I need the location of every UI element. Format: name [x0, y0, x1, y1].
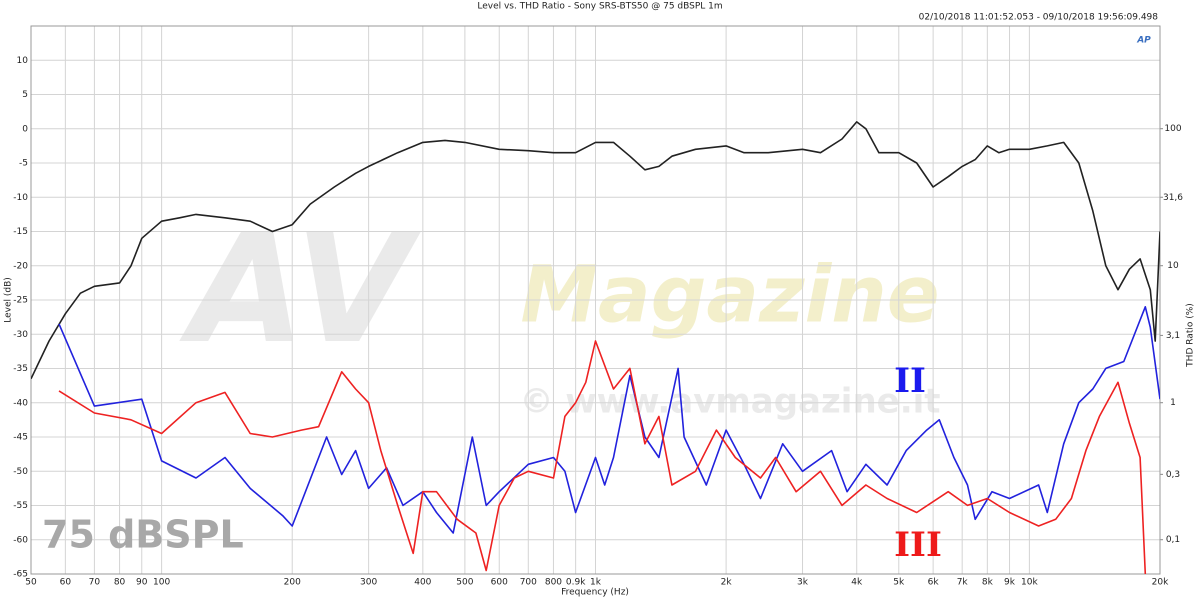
x-axis-label: Frequency (Hz) — [561, 588, 629, 598]
y-axis-label: Level (dB) — [4, 277, 14, 323]
watermark-text: Magazine — [520, 250, 939, 340]
y-tick-label: -5 — [19, 159, 28, 169]
watermark-text: © www.avmagazine.it — [519, 382, 940, 422]
y2-tick-label: 3,1 — [1166, 331, 1180, 341]
watermark-text: AV — [179, 203, 421, 377]
y-tick-label: -10 — [13, 193, 28, 203]
y2-tick-label: 0,3 — [1166, 470, 1180, 480]
y-tick-label: 10 — [17, 56, 29, 66]
x-tick-label: 200 — [284, 578, 301, 588]
plot-area: 50 60 70 80 90 100 200 300 400 500 600 700 800 0.9k 1k… — [13, 25, 1183, 588]
x-tick-label: 50 — [25, 578, 37, 588]
chart-title: Level vs. THD Ratio - Sony SRS-BTS50 @ 7… — [477, 2, 722, 12]
annotation: 75 dBSPL — [42, 513, 244, 557]
x-tick-label: 400 — [414, 578, 431, 588]
y-tick-label: -25 — [13, 296, 28, 306]
timestamp: 02/10/2018 11:01:52.053 - 09/10/2018 19:… — [919, 13, 1159, 23]
x-tick-label: 500 — [456, 578, 473, 588]
x-tick-label: 800 — [545, 578, 562, 588]
annotation: II — [894, 361, 926, 401]
x-tick-label: 1k — [590, 578, 602, 588]
y2-tick-label: 1 — [1170, 398, 1176, 408]
y2-tick-label: 10 — [1167, 261, 1179, 271]
y2-tick-label: 100 — [1164, 124, 1181, 134]
y-tick-label: -45 — [13, 433, 28, 443]
y-tick-label: -55 — [13, 501, 28, 511]
plot-frame — [30, 25, 1161, 575]
x-tick-label: 100 — [153, 578, 170, 588]
x-tick-label: 8k — [982, 578, 994, 588]
x-tick-label: 70 — [89, 578, 101, 588]
x-tick-label: 4k — [851, 578, 863, 588]
x-tick-label: 3k — [797, 578, 809, 588]
x-tick-label: 60 — [60, 578, 72, 588]
y-tick-label: -15 — [13, 227, 28, 237]
x-tick-label: 700 — [520, 578, 537, 588]
x-tick-label: 2k — [721, 578, 733, 588]
y2-tick-label: 0,1 — [1166, 535, 1180, 545]
x-tick-label: 10k — [1021, 578, 1038, 588]
y-tick-label: -65 — [13, 570, 28, 580]
y-tick-label: -40 — [13, 398, 28, 408]
series-line — [31, 121, 1160, 380]
y-tick-label: -20 — [13, 261, 28, 271]
y-tick-label: -35 — [13, 364, 28, 374]
x-tick-label: 0.9k — [566, 578, 586, 588]
y-tick-label: 5 — [22, 90, 28, 100]
annotation: III — [894, 525, 942, 565]
logo: AP — [1136, 36, 1151, 46]
x-tick-label: 20k — [1152, 578, 1169, 588]
series-line — [58, 340, 1147, 574]
x-tick-label: 6k — [928, 578, 940, 588]
y-tick-label: -50 — [13, 467, 28, 477]
x-tick-label: 5k — [893, 578, 905, 588]
y-tick-label: 0 — [22, 124, 28, 134]
y2-tick-label: 31,6 — [1163, 193, 1183, 203]
x-tick-label: 9k — [1004, 578, 1016, 588]
x-tick-label: 600 — [491, 578, 508, 588]
y-tick-label: -60 — [13, 535, 28, 545]
series-line — [58, 306, 1160, 534]
y2-axis-label: THD Ratio (%) — [1186, 303, 1196, 368]
x-tick-label: 300 — [360, 578, 377, 588]
x-tick-label: 7k — [957, 578, 969, 588]
y-tick-label: -30 — [13, 330, 28, 340]
x-tick-label: 90 — [136, 578, 148, 588]
x-tick-label: 80 — [114, 578, 126, 588]
